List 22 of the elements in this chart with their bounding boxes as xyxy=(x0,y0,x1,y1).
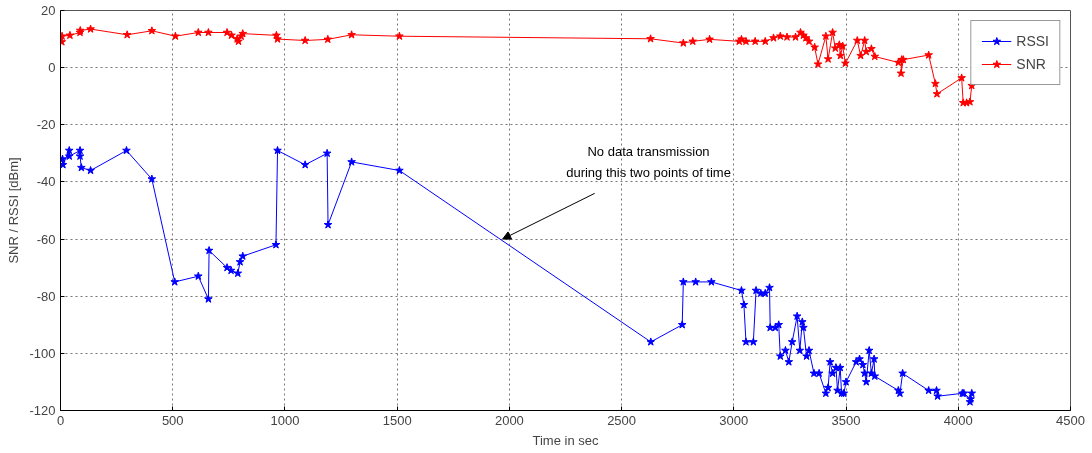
x-tick-label: 1000 xyxy=(270,412,300,428)
y-tick-label: -80 xyxy=(36,288,56,304)
x-axis-title: Time in sec xyxy=(532,432,599,448)
x-tick-label: 3000 xyxy=(719,412,749,428)
x-tick-label: 4500 xyxy=(1056,412,1085,428)
y-tick-label: 20 xyxy=(41,3,56,18)
x-tick-label: 2000 xyxy=(494,412,524,428)
y-axis-title: SNR / RSSI [dBm] xyxy=(6,157,22,264)
annotation: No data transmission during this two points of time xyxy=(566,143,731,180)
x-tick-label: 3500 xyxy=(831,412,861,428)
y-tick-label: -40 xyxy=(36,174,56,190)
y-tick-label: -120 xyxy=(29,403,56,418)
y-tick-label: 0 xyxy=(48,60,56,76)
y-tick-label: -60 xyxy=(36,231,56,247)
y-tick-label: -100 xyxy=(29,345,56,361)
x-tick-label: 1500 xyxy=(382,412,412,428)
x-tick-label: 2500 xyxy=(607,412,637,428)
y-tick-label: -20 xyxy=(36,117,56,133)
legend-label: RSSI xyxy=(1016,33,1049,49)
legend-label: SNR xyxy=(1016,56,1046,72)
x-tick-label: 4000 xyxy=(943,412,973,428)
x-tick-label: 500 xyxy=(161,412,184,428)
